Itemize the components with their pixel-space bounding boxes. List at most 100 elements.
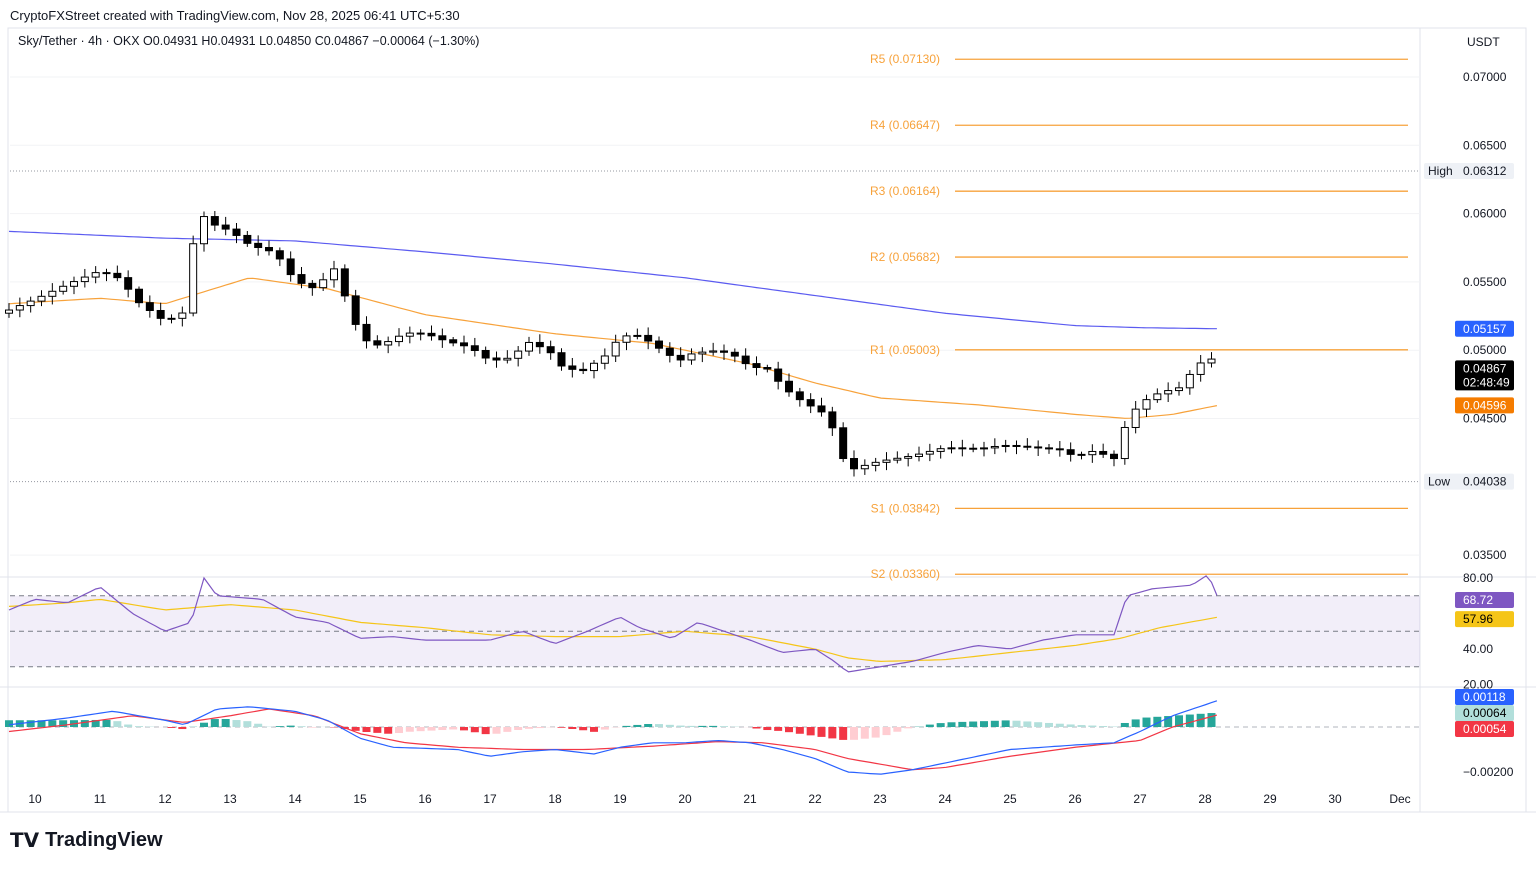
candle (102, 272, 111, 275)
macd-histogram-bar (243, 721, 252, 727)
candle (720, 350, 728, 353)
price-tick-label: 0.06500 (1463, 138, 1507, 152)
time-tick-label: 19 (613, 792, 627, 806)
ma-slow-value: 0.05157 (1463, 322, 1507, 336)
candle (449, 339, 458, 344)
rsi-line (8, 575, 1218, 673)
macd-histogram-bar (416, 727, 425, 732)
candle (156, 309, 165, 319)
macd-histogram-bar (210, 719, 219, 727)
macd-value: 0.00118 (1463, 690, 1506, 704)
pivot-label: R2 (0.05682) (870, 250, 940, 264)
candle (535, 341, 544, 348)
macd-histogram-bar (1077, 725, 1086, 727)
candle (1196, 362, 1205, 375)
candle (59, 285, 68, 292)
time-tick-label: 12 (158, 792, 172, 806)
macd-histogram-bar (893, 727, 902, 732)
macd-histogram-bar (124, 724, 133, 727)
pivot-label: R1 (0.05003) (870, 343, 940, 357)
macd-histogram-bar (113, 721, 122, 727)
candle (568, 365, 577, 370)
candle (1185, 373, 1194, 389)
macd-histogram-bar (470, 727, 479, 733)
candle (189, 243, 198, 314)
candle (1077, 453, 1086, 456)
time-tick-label: 21 (743, 792, 757, 806)
candle (698, 351, 707, 355)
time-tick-label: 22 (808, 792, 822, 806)
macd-histogram-bar (492, 727, 501, 734)
candle (210, 216, 219, 226)
macd-histogram-value: 0.00064 (1463, 706, 1507, 720)
ma-fast-value: 0.04596 (1463, 398, 1507, 412)
candle (774, 368, 783, 382)
candle (80, 276, 89, 283)
macd-histogram-bar (1196, 713, 1205, 727)
candle (503, 357, 512, 361)
high-value: 0.06312 (1463, 164, 1507, 178)
macd-histogram-bar (481, 727, 490, 735)
time-tick-label: 23 (873, 792, 887, 806)
candle (850, 458, 858, 470)
candle (351, 295, 360, 325)
macd-histogram-bar (720, 726, 728, 727)
low-label: Low (1428, 475, 1450, 489)
macd-histogram-bar (568, 727, 577, 729)
ma-slow-line (8, 230, 1217, 330)
candle (958, 447, 967, 450)
pivot-label: R5 (0.07130) (870, 52, 940, 66)
macd-histogram-bar (1023, 721, 1032, 727)
macd-histogram-bar (232, 720, 241, 727)
macd-histogram-bar (167, 727, 176, 728)
candle (644, 334, 653, 342)
candle (167, 317, 176, 320)
time-tick-label: 30 (1328, 792, 1342, 806)
macd-histogram-bar (59, 720, 68, 727)
macd-tick-label: −0.00200 (1463, 765, 1514, 779)
macd-histogram-bar (275, 726, 284, 727)
candle (427, 332, 436, 337)
macd-histogram-bar (774, 727, 783, 731)
macd-histogram-bar (5, 720, 13, 727)
time-tick-label: 18 (548, 792, 562, 806)
candle (330, 268, 338, 281)
candle (633, 334, 642, 337)
macd-histogram-bar (395, 727, 403, 734)
time-tick-label: 26 (1068, 792, 1082, 806)
price-tick-label: 0.07000 (1463, 70, 1507, 84)
macd-histogram-bar (990, 720, 999, 727)
macd-histogram-bar (579, 727, 588, 731)
candle (37, 295, 46, 302)
candle (5, 309, 13, 314)
macd-histogram-bar (438, 727, 447, 731)
chart-credit: CryptoFXStreet created with TradingView.… (10, 8, 460, 23)
candle (124, 277, 133, 290)
candle (622, 335, 631, 343)
macd-histogram-bar (135, 726, 143, 727)
macd-histogram-bar (969, 721, 978, 727)
macd-histogram-bar (622, 725, 631, 727)
time-tick-label: 17 (483, 792, 497, 806)
time-tick-label: 11 (94, 792, 107, 806)
low-badge (1424, 473, 1514, 490)
macd-histogram-bar (178, 727, 187, 730)
pivot-label: S1 (0.03842) (871, 501, 940, 515)
candle (655, 340, 663, 349)
currency-label[interactable]: USDT (1467, 35, 1500, 49)
candle (579, 368, 588, 372)
candle (340, 268, 349, 297)
macd-signal-value: 0.00054 (1463, 722, 1507, 736)
time-tick-label: 14 (288, 792, 302, 806)
time-tick-label: 28 (1198, 792, 1212, 806)
candle (936, 448, 945, 452)
macd-histogram-bar (633, 724, 642, 727)
candle (687, 353, 696, 361)
candle (600, 355, 609, 364)
chart-frame (7, 27, 1527, 813)
candle (416, 332, 425, 335)
candle (557, 352, 566, 367)
rsi-tick-label: 80.00 (1463, 571, 1493, 585)
macd-histogram-bar (947, 722, 956, 727)
